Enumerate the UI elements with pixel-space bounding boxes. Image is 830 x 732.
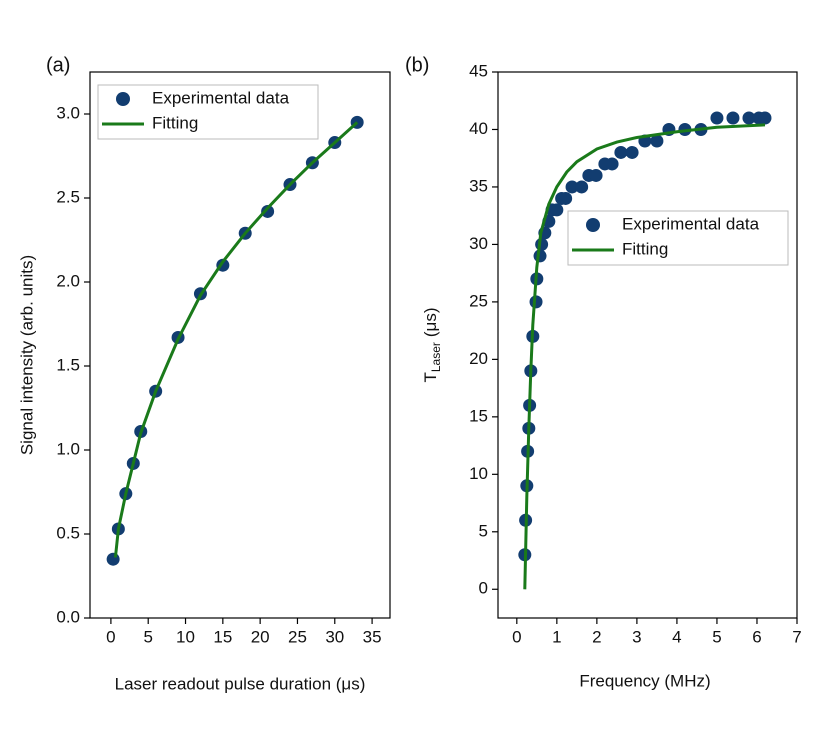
y-tick-label: 3.0 <box>56 103 80 122</box>
y-tick-label: 30 <box>469 234 488 253</box>
x-tick-label: 2 <box>592 627 601 646</box>
legend-label: Experimental data <box>622 214 760 233</box>
y-tick-label: 5 <box>479 521 488 540</box>
y-tick-label: 2.5 <box>56 187 80 206</box>
data-point <box>726 111 740 125</box>
y-axis-label: Signal intensity (arb. units) <box>17 255 36 455</box>
legend-label: Fitting <box>622 239 668 258</box>
data-point <box>565 180 579 194</box>
y-tick-label: 10 <box>469 464 488 483</box>
legend-label: Fitting <box>152 113 198 132</box>
y-tick-label: 20 <box>469 349 488 368</box>
x-tick-label: 35 <box>363 627 382 646</box>
data-point <box>605 157 619 171</box>
data-point <box>625 145 639 159</box>
x-tick-label: 4 <box>672 627 681 646</box>
y-tick-label: 25 <box>469 291 488 310</box>
x-tick-label: 25 <box>288 627 307 646</box>
y-label-main: T <box>421 372 440 382</box>
legend-marker <box>586 218 600 232</box>
y-tick-label: 45 <box>469 61 488 80</box>
data-point <box>758 111 772 125</box>
x-tick-label: 0 <box>106 627 115 646</box>
x-tick-label: 30 <box>325 627 344 646</box>
plot-frame <box>497 71 798 619</box>
x-tick-label: 0 <box>512 627 521 646</box>
data-point <box>589 168 603 182</box>
data-point <box>710 111 724 125</box>
y-axis-label: TLaser (μs) <box>421 307 443 382</box>
fit-line <box>523 123 766 590</box>
y-label-sub: Laser <box>429 342 443 372</box>
legend-label: Experimental data <box>152 88 290 107</box>
legend-marker <box>116 92 130 106</box>
data-point <box>261 204 275 218</box>
x-tick-label: 7 <box>792 627 801 646</box>
data-point <box>614 145 628 159</box>
data-point <box>650 134 664 148</box>
y-tick-label: 2.0 <box>56 271 80 290</box>
y-tick-label: 0.5 <box>56 523 80 542</box>
panel-label: (a) <box>46 54 70 76</box>
legend-box <box>567 210 789 266</box>
y-tick-label: 0.0 <box>56 607 80 626</box>
data-point <box>559 191 573 205</box>
x-tick-label: 3 <box>632 627 641 646</box>
y-tick-label: 0 <box>479 579 488 598</box>
y-tick-label: 40 <box>469 119 488 138</box>
data-point <box>106 552 120 566</box>
legend-box <box>97 84 319 140</box>
y-tick-label: 35 <box>469 176 488 195</box>
x-tick-label: 6 <box>752 627 761 646</box>
x-tick-label: 1 <box>552 627 561 646</box>
x-tick-label: 5 <box>712 627 721 646</box>
x-tick-label: 10 <box>176 627 195 646</box>
panel-label: (b) <box>405 54 429 76</box>
x-axis-label: Frequency (MHz) <box>579 671 710 690</box>
data-point <box>742 111 756 125</box>
data-point <box>550 203 564 217</box>
plot-frame <box>89 71 391 619</box>
x-tick-label: 5 <box>143 627 152 646</box>
data-point <box>535 237 549 251</box>
fit-line <box>113 121 359 558</box>
y-tick-label: 15 <box>469 406 488 425</box>
x-axis-label: Laser readout pulse duration (μs) <box>115 674 366 693</box>
x-tick-label: 20 <box>251 627 270 646</box>
data-point <box>575 180 589 194</box>
x-tick-label: 15 <box>213 627 232 646</box>
y-label-unit: (μs) <box>421 307 440 337</box>
y-tick-label: 1.5 <box>56 355 80 374</box>
y-tick-label: 1.0 <box>56 439 80 458</box>
